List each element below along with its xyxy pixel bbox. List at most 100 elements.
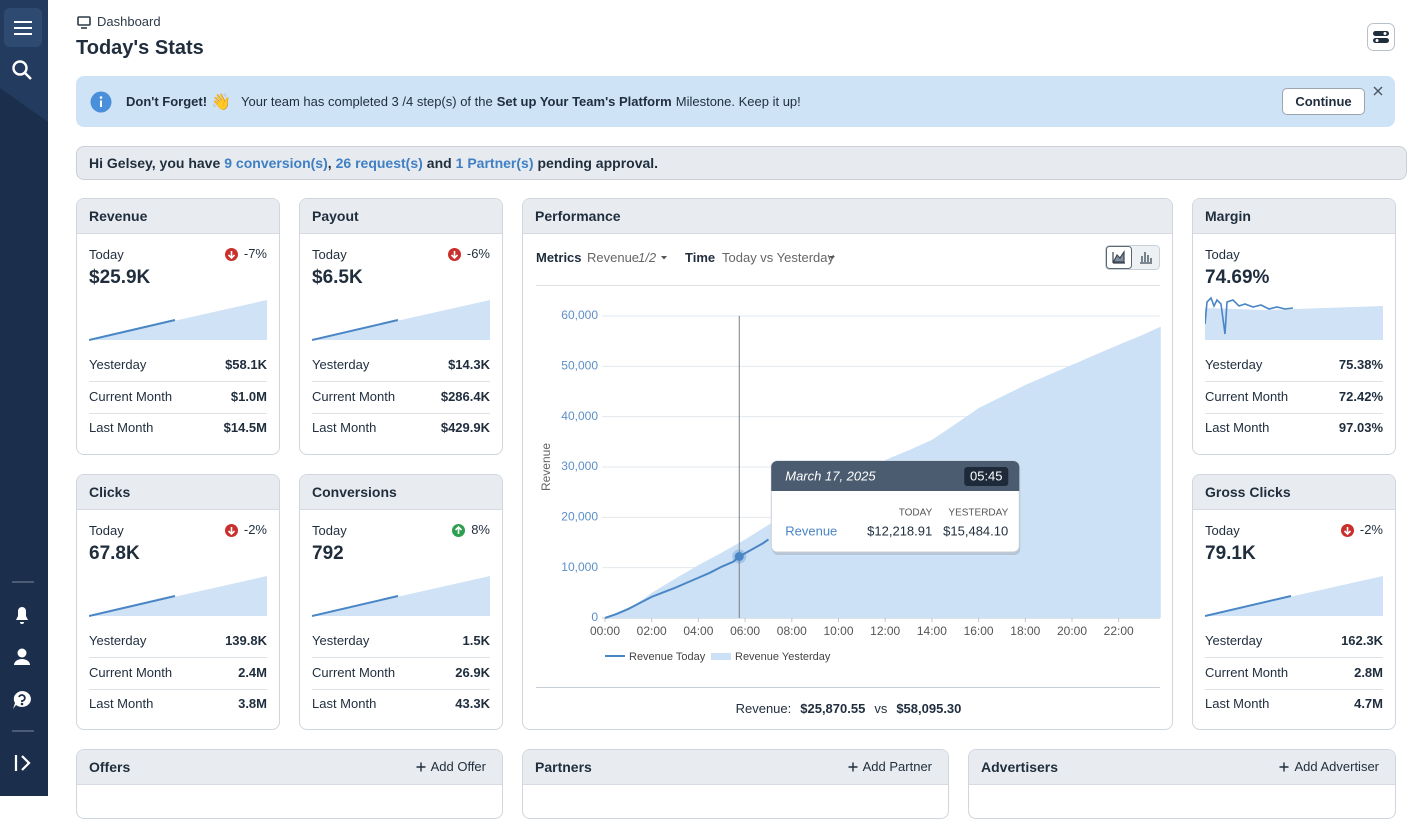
greeting-text: Hi Gelsey, you have [89,155,221,171]
greeting-link[interactable]: 1 Partner(s) [455,155,534,171]
change: 8% [452,522,490,538]
row-value: 75.38% [1338,357,1383,372]
sparkline-line [89,595,176,617]
bell-icon[interactable] [16,607,28,624]
change-value: -2% [1359,522,1383,537]
today-value: 74.69% [1205,267,1270,288]
sparkline [89,576,267,617]
card-title: Gross Clicks [1193,475,1395,510]
change-value: -2% [243,522,267,537]
row-divider [312,689,490,690]
row-value: $1.0M [230,389,267,404]
metrics-label: Metrics [536,250,582,265]
panel-action-label: Add Advertiser [1294,759,1379,774]
close-icon[interactable] [1373,86,1383,96]
change-value: 8% [471,522,490,537]
row-value: 43.3K [455,696,490,711]
greeting-link[interactable]: 26 request(s) [335,155,423,171]
row-value: $58.1K [225,357,267,372]
change-arrow [227,526,235,535]
change-arrow [450,250,458,259]
stat-card: Gross Clicks Today 79.1K -2% Yesterday 162.3K… [1192,474,1396,730]
row-label: Current Month [1205,389,1289,404]
summary: Revenue: $25,870.55 vs $58,095.30 [523,701,1172,717]
sparkline-line [312,319,399,341]
banner-emoji: 👋 [211,93,231,111]
banner-milestone: Set up Your Team's Platform [496,94,672,109]
change-value: -6% [466,246,490,261]
row-value: 2.4M [238,665,267,680]
change: -2% [1340,522,1383,538]
change-icon [224,247,238,261]
search-icon[interactable] [12,60,32,80]
metric-select[interactable]: Revenue [587,250,640,265]
summary-vs: vs [874,701,888,716]
today-label: Today [1205,523,1240,538]
change-icon [224,523,238,537]
time-select[interactable]: Today vs Yesterday [722,250,835,265]
row-label: Yesterday [89,357,147,372]
time-label: Time [685,250,716,265]
row-divider [312,657,490,658]
panel-action-label: Add Offer [430,759,486,774]
panel-action[interactable]: Add Offer [416,759,486,775]
row-label: Yesterday [312,357,370,372]
summary-yesterday: $58,095.30 [896,701,962,716]
card-title: Margin [1193,199,1395,234]
stat-card: Revenue Today $25.9K -7% Yesterday $58.1K Curr… [76,198,280,455]
sparkline [1205,576,1383,617]
performance-card: Performance Metrics Revenue 1/2 Time Today vs… [522,198,1173,730]
change-icon [452,523,466,537]
row-divider [312,381,490,382]
row-label: Last Month [312,696,377,711]
user-icon[interactable] [14,648,30,666]
sparkline-area [1205,306,1383,340]
change-value: -7% [243,246,267,261]
row-value: 1.5K [462,633,490,648]
panel-action[interactable]: Add Partner [848,759,932,775]
panel-action-label: Add Partner [862,759,932,774]
greeting: Hi Gelsey, you have 9 conversion(s), 26 re… [76,146,1407,180]
row-value: 26.9K [455,665,490,680]
sparkline-line [1205,296,1294,335]
banner-message: Your team has completed 3 /4 step(s) of … [241,94,493,109]
continue-button[interactable]: Continue [1282,88,1365,115]
breadcrumb[interactable]: Dashboard [97,14,161,29]
plus-icon-path [416,762,426,772]
sidebar [0,0,48,796]
banner-heading: Don't Forget! [126,94,208,109]
panel-title: Partners [523,750,948,785]
monitor-icon [77,16,91,29]
help-icon[interactable] [13,691,31,709]
row-value: 4.7M [1354,696,1383,711]
change-arrow [455,525,463,534]
divider [536,285,1160,286]
change: -6% [447,246,490,262]
panel: Offers Add Offer [76,749,503,819]
today-label: Today [312,247,347,262]
panel-title: Advertisers [969,750,1395,785]
panel: Advertisers Add Advertiser [968,749,1396,819]
sparkline [312,576,490,617]
sparkline-line [89,319,176,341]
change-icon [1340,523,1354,537]
layout-toggle[interactable] [1367,23,1396,52]
plus-icon-path [848,762,858,772]
today-value: 792 [312,543,344,564]
greeting-link[interactable]: 9 conversion(s) [224,155,328,171]
panel-action[interactable]: Add Advertiser [1279,759,1379,775]
sidebar-bg [0,0,48,796]
expand-icon[interactable] [14,755,31,771]
row-label: Yesterday [1205,633,1263,648]
sparkline [89,300,267,341]
row-value: $14.5M [223,420,267,435]
row-label: Yesterday [312,633,370,648]
summary-label: Revenue: [735,701,792,716]
stat-card: Clicks Today 67.8K -2% Yesterday 139.8K Curren… [76,474,280,730]
panel-title: Offers [77,750,502,785]
row-label: Current Month [312,665,396,680]
today-label: Today [1205,247,1240,262]
plus-icon [848,762,858,772]
card-title: Revenue [77,199,279,234]
row-value: $429.9K [440,420,490,435]
